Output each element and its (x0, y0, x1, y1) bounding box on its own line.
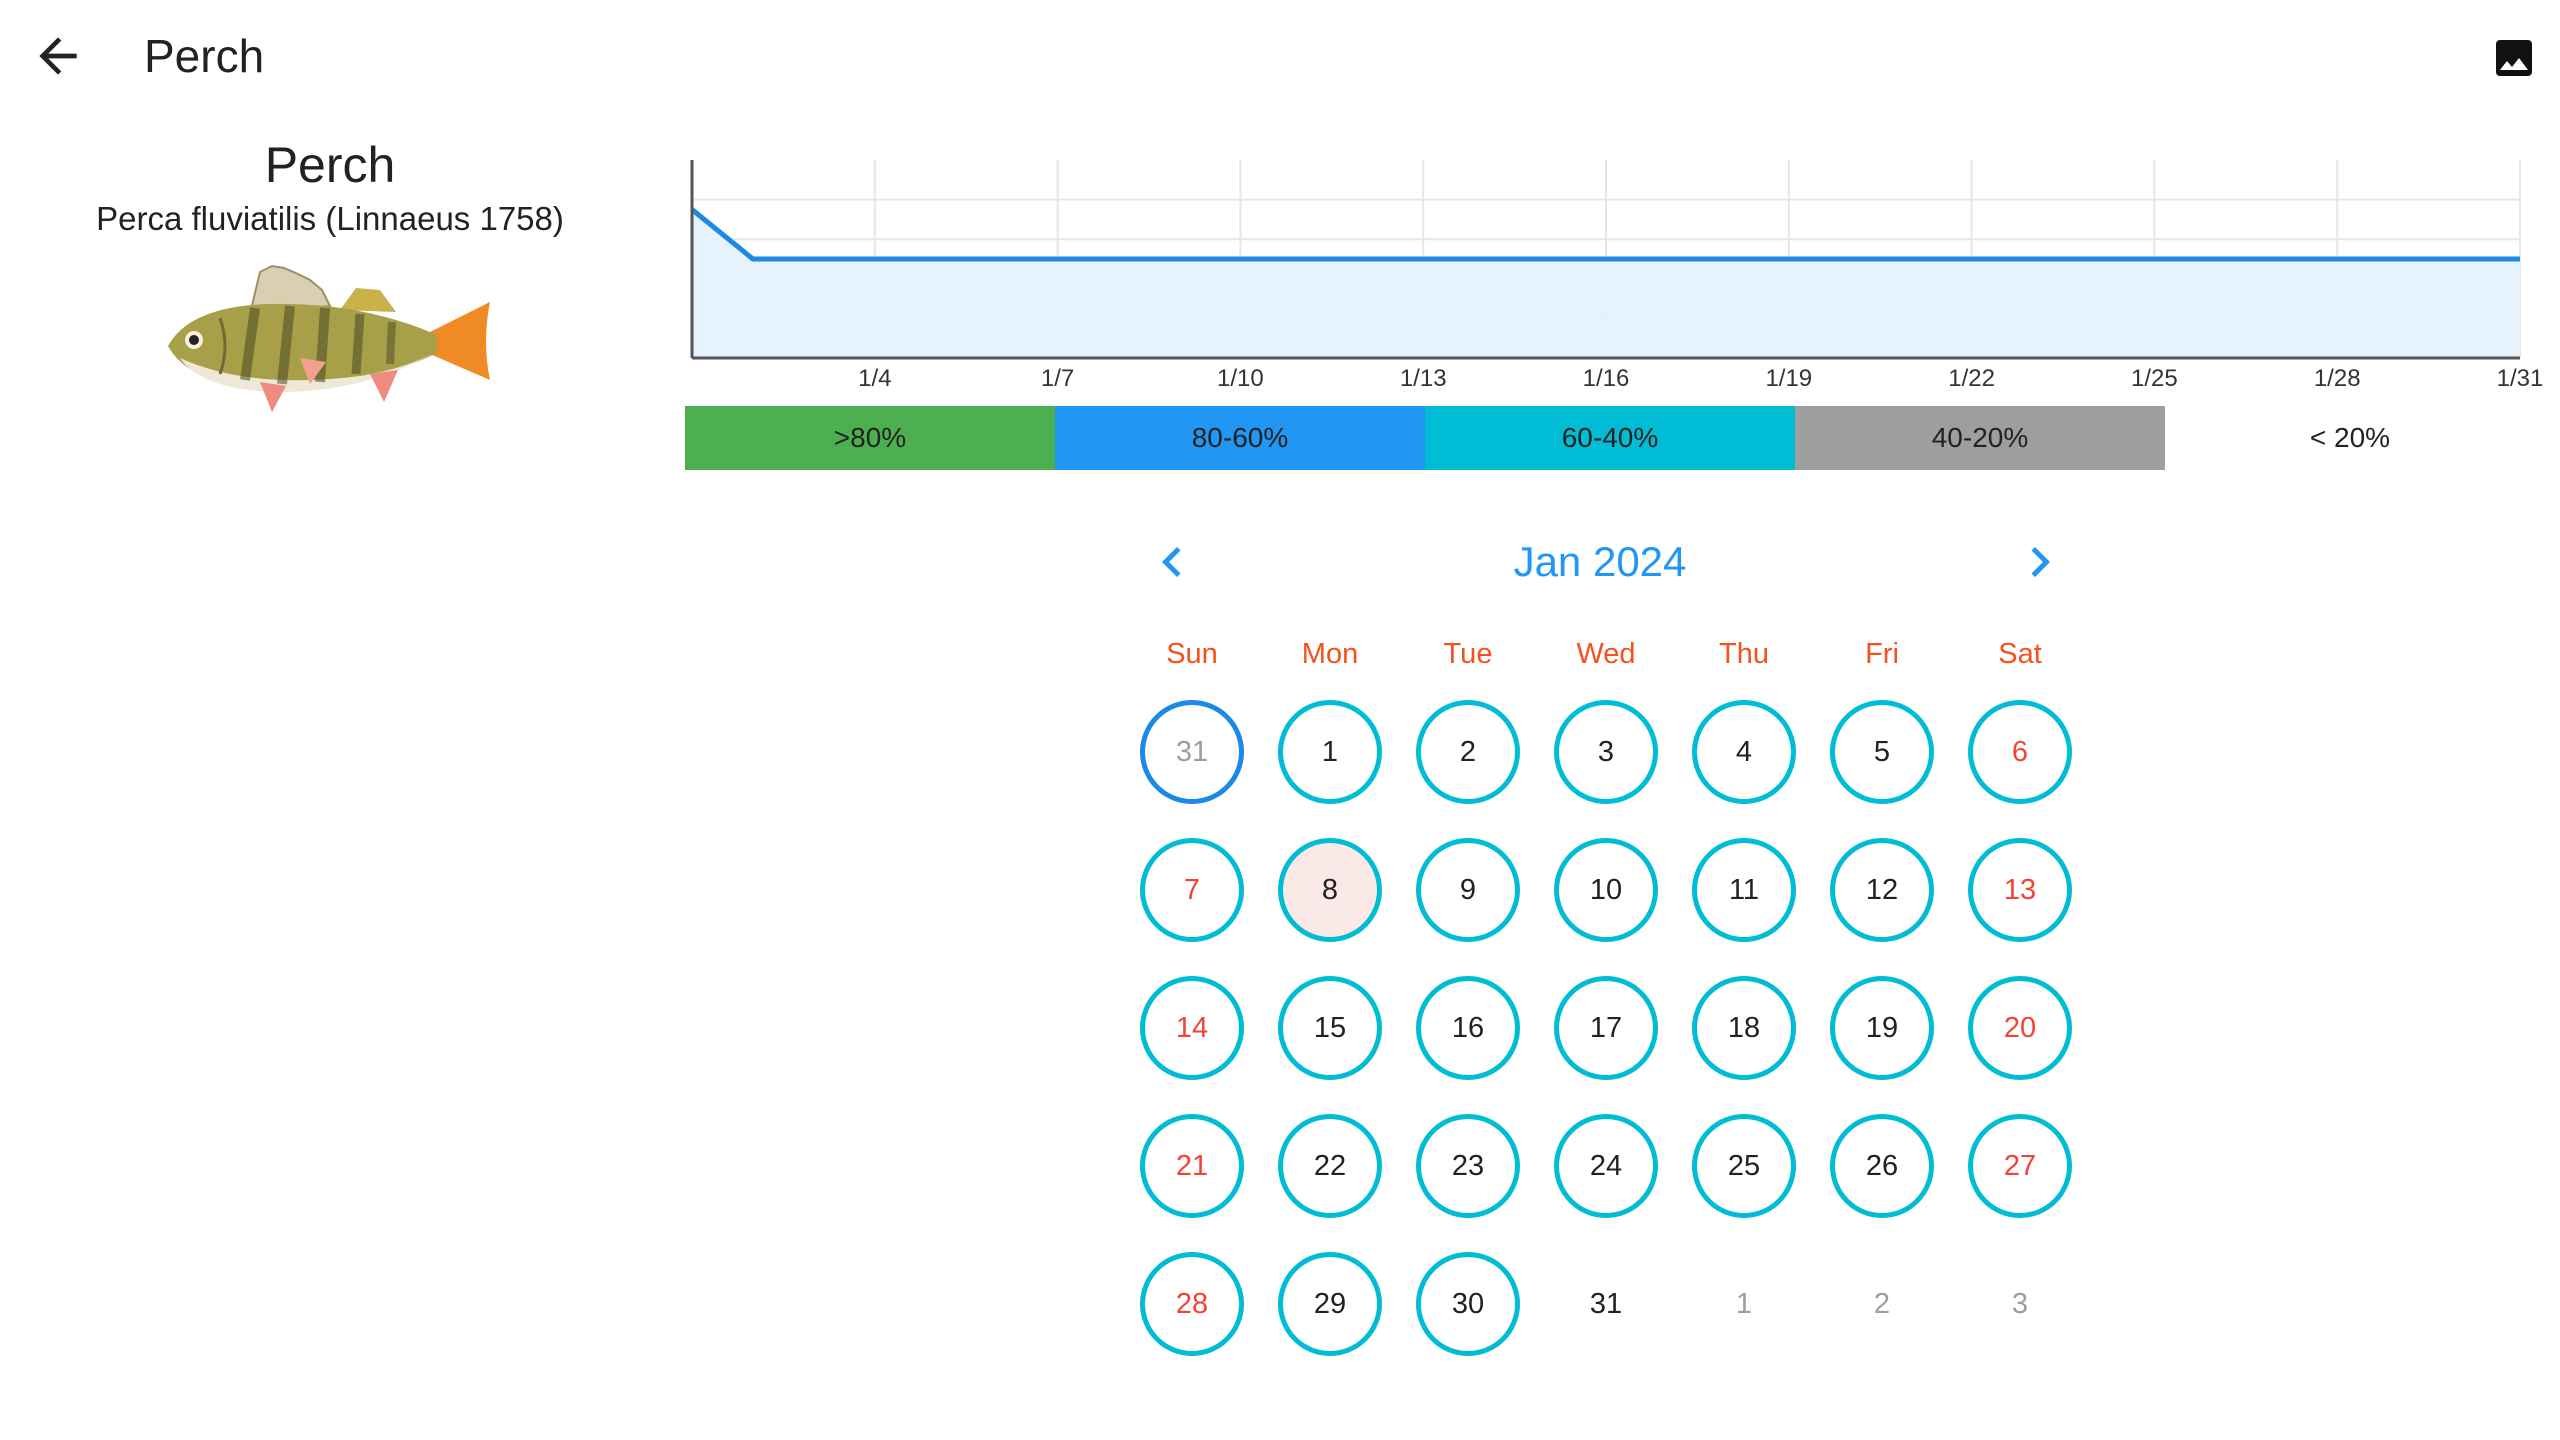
fish-common-name: Perch (264, 137, 396, 193)
calendar-day[interactable]: 21 (1140, 1114, 1244, 1218)
back-button[interactable] (30, 28, 86, 84)
calendar-day[interactable]: 3 (2011, 1287, 2029, 1320)
chevron-left-icon (1162, 547, 1181, 577)
calendar-day[interactable]: 6 (1968, 700, 2072, 804)
legend-item: 40-20% (1795, 406, 2165, 470)
calendar-day[interactable]: 25 (1692, 1114, 1796, 1218)
page-title: Perch (144, 30, 265, 82)
calendar-day[interactable]: 3 (1554, 700, 1658, 804)
calendar-month-label: Jan 2024 (1513, 538, 1687, 585)
x-tick-label: 1/7 (1041, 365, 1074, 392)
x-tick-label: 1/16 (1583, 365, 1630, 392)
calendar-day[interactable]: 12 (1830, 838, 1934, 942)
calendar-day[interactable]: 8 (1278, 838, 1382, 942)
legend-item: 60-40% (1425, 406, 1795, 470)
calendar-day[interactable]: 17 (1554, 976, 1658, 1080)
legend-item: >80% (685, 406, 1055, 470)
calendar-day[interactable]: 10 (1554, 838, 1658, 942)
calendar-day[interactable]: 2 (1416, 700, 1520, 804)
chart-series-line (690, 207, 2520, 262)
x-tick-label: 1/4 (858, 365, 891, 392)
calendar-day[interactable]: 31 (1140, 700, 1244, 804)
chart-area (692, 209, 2520, 358)
calendar-day[interactable]: 13 (1968, 838, 2072, 942)
calendar-day[interactable]: 27 (1968, 1114, 2072, 1218)
chevron-right-icon (2031, 547, 2050, 577)
weekday-header: Mon (1301, 638, 1359, 670)
arrow-back-icon (39, 37, 77, 75)
x-tick-label: 1/28 (2314, 365, 2361, 392)
next-month-button[interactable] (2010, 532, 2070, 592)
weekday-header: Thu (1719, 638, 1769, 670)
image-icon (2496, 40, 2532, 76)
weekday-header: Sat (1998, 638, 2042, 670)
weekday-header: Wed (1576, 638, 1636, 670)
calendar-day[interactable]: 22 (1278, 1114, 1382, 1218)
x-tick-label: 1/19 (1765, 365, 1812, 392)
calendar-day[interactable]: 1 (1278, 700, 1382, 804)
gallery-button[interactable] (2490, 34, 2538, 82)
calendar-day[interactable]: 26 (1830, 1114, 1934, 1218)
calendar-day[interactable]: 19 (1830, 976, 1934, 1080)
fish-scientific-name: Perca fluviatilis (Linnaeus 1758) (96, 200, 564, 237)
x-tick-label: 1/31 (2497, 365, 2544, 392)
fish-illustration (168, 264, 490, 412)
app-bar: Perch (0, 0, 2560, 112)
calendar-day[interactable]: 29 (1278, 1252, 1382, 1356)
catch-probability-chart: 1/4 1/7 1/10 1/13 1/16 1/19 1/22 1/25 1/28 1/31 (690, 160, 2544, 392)
weekday-header: Fri (1865, 638, 1899, 670)
calendar-day[interactable]: 14 (1140, 976, 1244, 1080)
calendar-day[interactable]: 1 (1735, 1287, 1753, 1320)
prev-month-button[interactable] (1142, 532, 1202, 592)
calendar-day[interactable]: 5 (1830, 700, 1934, 804)
weekday-header: Tue (1443, 638, 1493, 670)
calendar-day[interactable]: 16 (1416, 976, 1520, 1080)
calendar-day[interactable]: 24 (1554, 1114, 1658, 1218)
legend-item: < 20% (2165, 406, 2535, 470)
calendar-day[interactable]: 9 (1416, 838, 1520, 942)
calendar-day[interactable]: 7 (1140, 838, 1244, 942)
calendar-day[interactable]: 20 (1968, 976, 2072, 1080)
calendar-day[interactable]: 23 (1416, 1114, 1520, 1218)
calendar-day[interactable]: 11 (1692, 838, 1796, 942)
x-tick-label: 1/22 (1948, 365, 1995, 392)
x-tick-label: 1/10 (1217, 365, 1264, 392)
calendar-day[interactable]: 18 (1692, 976, 1796, 1080)
x-tick-label: 1/25 (2131, 365, 2178, 392)
calendar-day[interactable]: 4 (1692, 700, 1796, 804)
calendar-day[interactable]: 31 (1589, 1287, 1623, 1320)
x-tick-label: 1/13 (1400, 365, 1447, 392)
legend-item: 80-60% (1055, 406, 1425, 470)
calendar-day[interactable]: 15 (1278, 976, 1382, 1080)
calendar-day[interactable]: 28 (1140, 1252, 1244, 1356)
calendar-day[interactable]: 2 (1873, 1287, 1891, 1320)
calendar-day[interactable]: 30 (1416, 1252, 1520, 1356)
weekday-header: Sun (1166, 638, 1218, 670)
